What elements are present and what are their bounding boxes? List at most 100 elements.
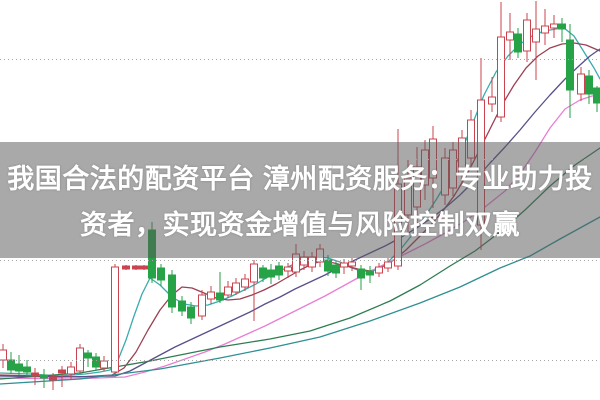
candle-body — [15, 363, 23, 372]
candle-body — [241, 278, 249, 288]
candle-body — [76, 347, 84, 372]
candle-body — [58, 369, 66, 374]
candle-body — [340, 262, 348, 268]
candle-up — [506, 13, 514, 60]
candle-body — [92, 356, 100, 368]
candle-down — [84, 350, 92, 367]
candle-body — [332, 264, 340, 274]
candle-body — [250, 263, 258, 283]
candle-body — [558, 23, 566, 30]
candle-body — [140, 265, 148, 270]
candle-body — [187, 306, 195, 319]
candle-up — [241, 274, 249, 291]
candle-down — [366, 266, 374, 283]
candle-body — [267, 269, 275, 278]
candle-body — [100, 360, 108, 369]
candle-down — [40, 369, 48, 388]
candle-up — [140, 265, 148, 270]
candle-body — [566, 39, 574, 91]
candle-down — [566, 24, 574, 118]
candle-up — [375, 263, 383, 277]
candle-down — [514, 28, 522, 58]
candle-down — [558, 18, 566, 42]
candle-body — [375, 266, 383, 274]
candle-up — [76, 344, 84, 374]
candle-up — [532, 1, 540, 80]
candle-up — [284, 263, 292, 278]
candle-body — [357, 268, 365, 279]
candle-down — [593, 86, 600, 112]
candle-body — [488, 96, 496, 105]
candle-down — [23, 360, 31, 376]
candle-up — [523, 13, 531, 62]
candle-down — [275, 262, 283, 280]
candle-body — [132, 265, 140, 270]
candle-body — [532, 28, 540, 43]
candle-body — [541, 25, 549, 34]
candle-body — [168, 274, 176, 308]
candle-body — [7, 359, 15, 371]
candle-down — [187, 302, 195, 324]
candle-body — [111, 266, 119, 373]
candle-body — [207, 291, 215, 300]
candle-up — [488, 77, 496, 112]
candle-body — [198, 294, 206, 317]
candle-body — [284, 266, 292, 272]
candle-body — [157, 267, 165, 281]
candle-body — [506, 31, 514, 41]
candle-up — [550, 15, 558, 38]
candle-body — [84, 352, 92, 359]
candle-down — [15, 355, 23, 375]
candle-body — [216, 292, 224, 301]
candle-down — [92, 353, 100, 370]
candle-body — [497, 36, 505, 118]
candle-body — [275, 265, 283, 276]
candle-up — [198, 290, 206, 320]
candle-body — [514, 33, 522, 53]
candle-up — [0, 344, 7, 368]
candle-down — [168, 270, 176, 313]
candle-body — [585, 75, 593, 95]
candle-body — [550, 23, 558, 29]
candle-body — [0, 349, 7, 361]
candle-down — [216, 272, 224, 303]
candle-down — [178, 296, 186, 316]
candle-up — [541, 9, 549, 45]
candle-body — [523, 19, 531, 52]
candle-up — [207, 286, 215, 304]
candle-up — [58, 366, 66, 387]
candle-body — [67, 366, 75, 375]
candle-up — [250, 260, 258, 321]
candle-down — [357, 265, 365, 290]
candle-body — [23, 366, 31, 373]
candle-up — [111, 264, 119, 374]
candle-body — [122, 265, 130, 270]
candle-down — [7, 352, 15, 374]
candle-up — [232, 278, 240, 295]
candle-body — [49, 376, 57, 381]
ma-mid-maroon — [0, 42, 600, 378]
candle-up — [122, 265, 130, 270]
candle-up — [340, 259, 348, 274]
candle-up — [224, 281, 232, 298]
candle-body — [259, 267, 267, 279]
candle-up — [31, 368, 39, 385]
gridlines-layer — [0, 59, 600, 361]
candle-up — [577, 67, 585, 101]
candle-down — [585, 70, 593, 104]
candle-body — [384, 261, 392, 269]
candle-down — [157, 264, 165, 286]
candle-body — [224, 286, 232, 296]
candle-body — [308, 256, 316, 268]
candle-body — [593, 87, 600, 104]
candle-up — [132, 265, 140, 270]
candle-body — [577, 73, 585, 95]
candle-body — [40, 374, 48, 379]
candle-up — [67, 362, 75, 379]
candle-body — [31, 372, 39, 377]
candle-body — [348, 261, 356, 267]
candle-down — [332, 261, 340, 278]
overlay-band — [0, 142, 600, 258]
